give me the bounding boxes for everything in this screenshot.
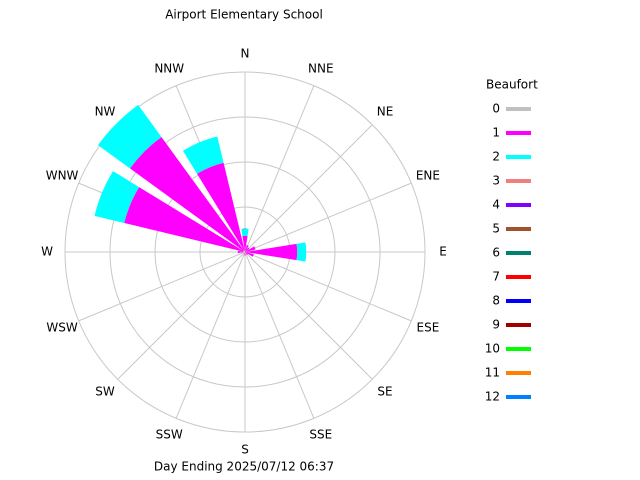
legend-swatch: [506, 275, 531, 279]
legend-swatch: [506, 203, 531, 207]
legend-swatch: [506, 179, 531, 183]
wedge: [245, 247, 250, 252]
legend-swatch: [506, 371, 531, 375]
spoke: [244, 85, 315, 253]
wedge: [241, 228, 249, 236]
legend-label: 0: [492, 102, 500, 116]
legend-label: 7: [492, 270, 500, 284]
direction-label: SSE: [309, 427, 332, 441]
legend-swatch: [506, 107, 531, 111]
legend-swatch: [506, 323, 531, 327]
direction-label: WSW: [46, 320, 77, 334]
direction-label: W: [41, 245, 53, 259]
wedge: [245, 244, 249, 252]
wedge: [182, 136, 224, 174]
direction-label: ESE: [417, 320, 440, 334]
legend-swatch: [506, 347, 531, 351]
legend-swatch: [506, 155, 531, 159]
legend-label: 1: [492, 126, 500, 140]
wedge: [245, 251, 247, 253]
legend-label: 11: [485, 366, 500, 380]
spoke: [78, 251, 246, 322]
direction-label: S: [241, 443, 249, 457]
direction-label: WNW: [46, 169, 79, 183]
wedge: [124, 187, 244, 252]
direction-label: E: [439, 245, 447, 259]
legend-swatch: [506, 395, 531, 399]
legend-label: 10: [485, 342, 500, 356]
legend-swatch: [506, 299, 531, 303]
chart-footer: Day Ending 2025/07/12 06:37: [154, 460, 334, 474]
legend-swatch: [506, 131, 531, 135]
wedge: [244, 250, 246, 252]
wedge: [245, 252, 248, 255]
wedge: [243, 250, 245, 252]
wedge: [245, 246, 256, 252]
wedge: [243, 251, 245, 253]
wedge: [197, 162, 245, 251]
legend-label: 6: [492, 246, 500, 260]
spoke: [175, 251, 246, 419]
direction-label: ENE: [416, 169, 440, 183]
direction-label: NE: [377, 104, 394, 118]
legend-label: 9: [492, 318, 500, 332]
spoke: [244, 182, 412, 253]
legend-title: Beaufort: [486, 78, 538, 92]
wedge: [242, 235, 248, 251]
legend-swatch: [506, 227, 531, 231]
wedge: [94, 171, 140, 224]
wedge: [244, 250, 245, 252]
legend-label: 12: [485, 390, 500, 404]
legend-label: 2: [492, 150, 500, 164]
wedge: [129, 136, 244, 251]
direction-label: SE: [377, 385, 392, 399]
wedge: [244, 252, 246, 256]
legend-label: 8: [492, 294, 500, 308]
spoke: [244, 251, 373, 380]
wedge: [243, 251, 245, 252]
direction-label: NNW: [154, 62, 184, 76]
direction-label: NW: [95, 104, 116, 118]
wedge: [246, 243, 298, 261]
direction-label: SSW: [156, 427, 183, 441]
direction-label: NNE: [308, 62, 334, 76]
wedge: [237, 250, 244, 254]
direction-label: SW: [95, 385, 115, 399]
spoke: [244, 251, 315, 419]
legend-label: 4: [492, 198, 500, 212]
spoke: [244, 251, 412, 322]
wedge: [97, 104, 162, 169]
spoke: [244, 124, 373, 253]
legend-swatch: [506, 251, 531, 255]
direction-label: N: [241, 47, 250, 61]
legend-label: 5: [492, 222, 500, 236]
chart-title: Airport Elementary School: [165, 8, 323, 22]
wedge: [245, 252, 254, 257]
legend-label: 3: [492, 174, 500, 188]
wedge: [296, 242, 307, 262]
spoke: [117, 251, 246, 380]
